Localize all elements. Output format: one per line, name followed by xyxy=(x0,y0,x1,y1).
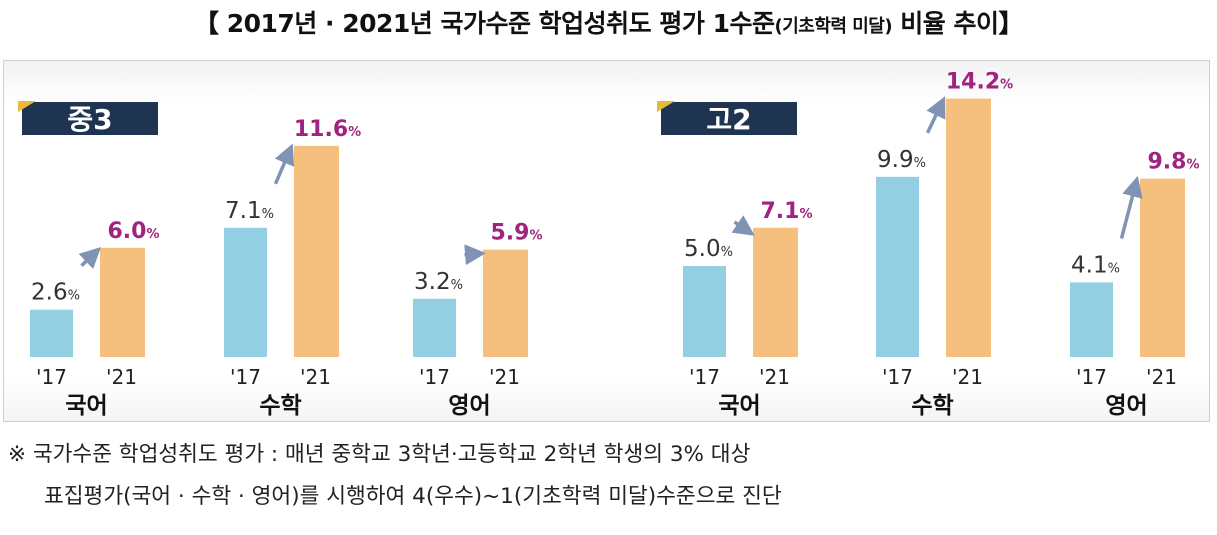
tick-label-2017: '17 xyxy=(36,365,67,389)
footnote: ※ 국가수준 학업성취도 평가 : 매년 중학교 3학년·고등학교 2학년 학생… xyxy=(8,434,782,518)
tick-label-2021: '21 xyxy=(952,365,983,389)
bar-2021 xyxy=(294,145,339,357)
category-label: 국어 xyxy=(718,393,760,419)
value-label-2017: 4.1% xyxy=(1071,252,1120,278)
bar-2017 xyxy=(683,266,726,357)
increase-arrow xyxy=(78,246,102,270)
tick-label-2021: '21 xyxy=(489,365,520,389)
tick-label-2021: '21 xyxy=(106,365,137,389)
tick-label-2017: '17 xyxy=(689,365,720,389)
tick-label-2021: '21 xyxy=(1146,365,1177,389)
value-label-2021: 11.6% xyxy=(294,117,361,142)
tick-label-2017: '17 xyxy=(230,365,261,389)
value-label-2021: 9.8% xyxy=(1147,150,1199,175)
bar-2021 xyxy=(753,227,798,357)
tick-label-2021: '21 xyxy=(300,365,331,389)
value-label-2017: 7.1% xyxy=(225,198,274,224)
panel-badge-label: 고2 xyxy=(706,103,751,136)
panel-badge-accent xyxy=(18,101,36,112)
value-label-2017: 9.9% xyxy=(877,147,926,173)
tick-label-2021: '21 xyxy=(759,365,790,389)
bar-2017 xyxy=(876,176,919,357)
bar-2017 xyxy=(224,227,267,357)
bar-2021 xyxy=(1140,178,1185,357)
bar-2017 xyxy=(30,309,73,357)
bar-2021 xyxy=(100,247,145,357)
value-label-2017: 2.6% xyxy=(31,280,80,306)
bar-2021 xyxy=(946,98,991,357)
bar-2017 xyxy=(413,298,456,357)
category-label: 국어 xyxy=(65,393,107,419)
tick-label-2017: '17 xyxy=(419,365,450,389)
tick-label-2017: '17 xyxy=(882,365,913,389)
increase-arrow xyxy=(925,96,946,134)
footnote-line-2: 표집평가(국어 · 수학 · 영어)를 시행하여 4(우수)~1(기초학력 미달… xyxy=(44,484,782,509)
bar-2017 xyxy=(1070,282,1113,357)
chart-title: 【 2017년 · 2021년 국가수준 학업성취도 평가 1수준(기초학력 미… xyxy=(0,4,1217,40)
increase-arrow xyxy=(1119,175,1143,239)
value-label-2021: 6.0% xyxy=(107,219,159,244)
panel-badge xyxy=(661,102,797,135)
panel-badge-label: 중3 xyxy=(67,103,112,136)
value-label-2021: 14.2% xyxy=(946,70,1013,95)
increase-arrow xyxy=(273,143,295,185)
value-label-2021: 7.1% xyxy=(760,199,812,224)
tick-label-2017: '17 xyxy=(1076,365,1107,389)
title-main-before: 【 2017년 · 2021년 국가수준 학업성취도 평가 1수준 xyxy=(194,9,775,38)
category-label: 영어 xyxy=(448,393,490,419)
value-label-2017: 3.2% xyxy=(414,269,463,295)
bar-2021 xyxy=(483,249,528,357)
category-label: 영어 xyxy=(1105,393,1147,419)
value-label-2017: 5.0% xyxy=(684,236,733,262)
value-label-2021: 5.9% xyxy=(490,221,542,246)
category-label: 수학 xyxy=(911,393,953,419)
increase-arrow xyxy=(464,244,486,266)
title-main-after: 비율 추이】 xyxy=(892,9,1023,38)
title-small: (기초학력 미달) xyxy=(774,16,893,37)
increase-arrow xyxy=(731,215,755,236)
panel-badge-accent xyxy=(657,101,675,112)
footnote-line-1: ※ 국가수준 학업성취도 평가 : 매년 중학교 3학년·고등학교 2학년 학생… xyxy=(8,442,751,467)
panel-badge xyxy=(22,102,158,135)
category-label: 수학 xyxy=(259,393,301,419)
chart-panel xyxy=(3,60,1210,422)
